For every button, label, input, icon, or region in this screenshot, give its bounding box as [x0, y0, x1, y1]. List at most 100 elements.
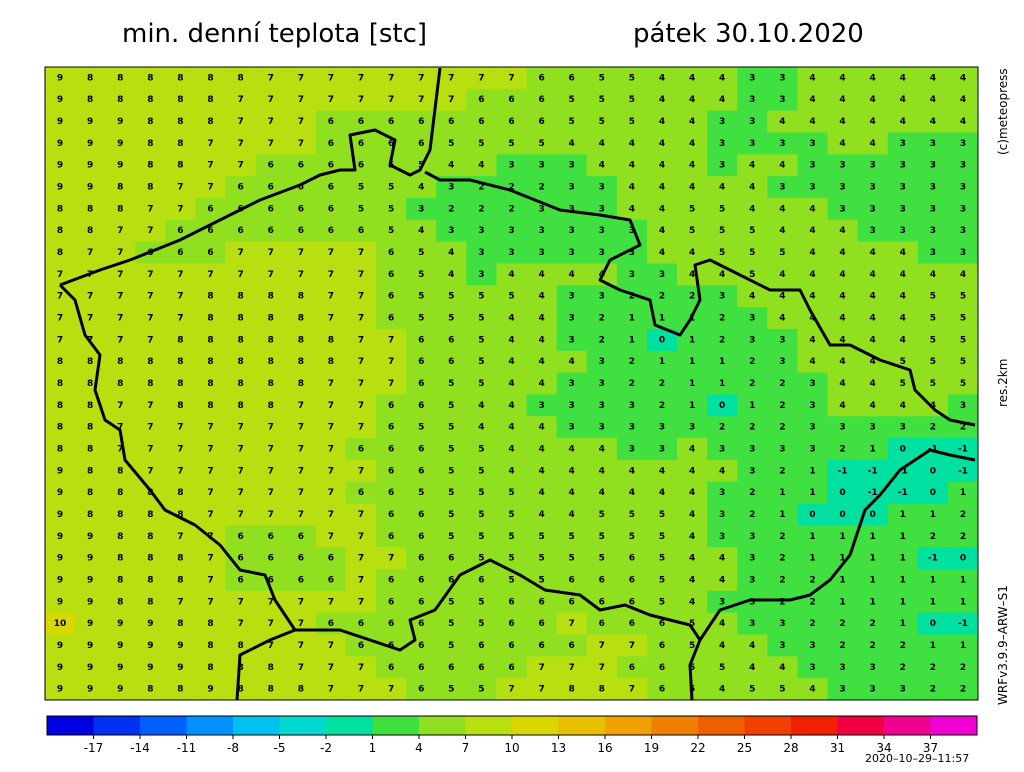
- grid-value: 3: [599, 357, 605, 367]
- grid-value: 8: [147, 139, 153, 149]
- grid-value: 5: [569, 117, 575, 127]
- colorbar-tick-label: 19: [644, 741, 659, 755]
- grid-value: 5: [508, 139, 514, 149]
- grid-cell: [225, 678, 257, 701]
- grid-value: 3: [629, 270, 635, 280]
- grid-value: 3: [599, 204, 605, 214]
- grid-cell: [436, 547, 467, 570]
- grid-value: 7: [298, 117, 304, 127]
- grid-value: 9: [87, 532, 93, 542]
- grid-value: 6: [418, 554, 424, 564]
- grid-cell: [225, 503, 257, 526]
- grid-cell: [677, 394, 708, 417]
- grid-cell: [917, 569, 949, 592]
- grid-value: 5: [448, 292, 454, 302]
- grid-value: 7: [298, 423, 304, 433]
- grid-value: 6: [268, 161, 274, 171]
- grid-value: 3: [599, 423, 605, 433]
- grid-cell: [797, 307, 829, 330]
- grid-value: 2: [930, 423, 936, 433]
- grid-cell: [255, 328, 287, 352]
- grid-cell: [436, 438, 467, 461]
- grid-cell: [586, 481, 618, 505]
- grid-cell: [436, 88, 467, 112]
- grid-value: 4: [809, 204, 815, 214]
- grid-value: 8: [207, 335, 213, 345]
- grid-cell: [707, 328, 738, 352]
- grid-value: 8: [87, 226, 93, 236]
- grid-value: 4: [689, 270, 695, 280]
- grid-value: 7: [328, 510, 334, 520]
- grid-value: 7: [237, 619, 243, 629]
- grid-cell: [556, 569, 588, 592]
- grid-cell: [586, 110, 618, 133]
- colorbar-tick-label: 22: [690, 741, 705, 755]
- grid-cell: [195, 503, 227, 526]
- grid-cell: [345, 263, 377, 286]
- grid-cell: [767, 132, 798, 155]
- grid-cell: [677, 197, 708, 221]
- grid-cell: [767, 263, 798, 286]
- grid-value: 4: [900, 401, 906, 411]
- grid-cell: [917, 350, 949, 374]
- grid-value: 4: [779, 314, 785, 324]
- border-line: [58, 283, 976, 652]
- grid-value: 6: [268, 204, 274, 214]
- grid-cell: [917, 525, 949, 548]
- grid-value: 1: [870, 532, 876, 542]
- grid-cell: [406, 372, 437, 395]
- grid-cell: [315, 197, 347, 221]
- grid-value: 5: [960, 292, 966, 302]
- grid-cell: [947, 307, 979, 330]
- grid-cell: [135, 219, 166, 243]
- grid-cell: [195, 219, 227, 243]
- grid-cell: [887, 678, 919, 701]
- grid-value: 6: [268, 575, 274, 585]
- grid-value: 1: [960, 641, 966, 651]
- grid-cell: [857, 634, 889, 657]
- grid-value: 7: [328, 248, 334, 258]
- grid-cell: [707, 307, 738, 330]
- grid-value: 7: [147, 226, 153, 236]
- grid-value: 8: [117, 510, 123, 520]
- grid-value: 7: [358, 423, 364, 433]
- grid-cell: [406, 307, 437, 330]
- grid-cell: [616, 394, 648, 417]
- grid-cell: [556, 67, 588, 90]
- grid-cell: [45, 350, 76, 374]
- grid-value: 5: [418, 314, 424, 324]
- grid-cell: [75, 219, 106, 243]
- grid-value: 4: [599, 466, 605, 476]
- grid-cell: [677, 132, 708, 155]
- grid-cell: [616, 547, 648, 570]
- grid-value: 0: [719, 401, 725, 411]
- grid-cell: [646, 416, 678, 439]
- grid-value: 3: [599, 379, 605, 389]
- grid-value: 7: [117, 401, 123, 411]
- grid-value: 4: [870, 270, 876, 280]
- grid-cell: [827, 394, 859, 417]
- grid-cell: [586, 176, 618, 199]
- grid-cell: [285, 438, 317, 461]
- grid-value: 4: [839, 292, 845, 302]
- grid-cell: [827, 590, 859, 614]
- grid-value: 9: [57, 641, 63, 651]
- grid-value: 4: [659, 488, 665, 498]
- grid-cell: [496, 219, 528, 243]
- model-label: WRFv3.9.9–ARW–S1: [996, 585, 1010, 705]
- grid-value: 6: [388, 510, 394, 520]
- grid-cell: [315, 416, 347, 439]
- grid-cell: [496, 656, 528, 679]
- grid-cell: [345, 438, 377, 461]
- grid-value: 4: [930, 73, 936, 83]
- grid-cell: [285, 481, 317, 505]
- border-line: [59, 67, 442, 287]
- grid-value: 5: [478, 554, 484, 564]
- grid-value: 2: [749, 357, 755, 367]
- grid-value: 2: [779, 597, 785, 607]
- grid-cell: [45, 525, 76, 548]
- grid-value: 2: [930, 532, 936, 542]
- grid-value: 6: [328, 117, 334, 127]
- grid-cell: [195, 197, 227, 221]
